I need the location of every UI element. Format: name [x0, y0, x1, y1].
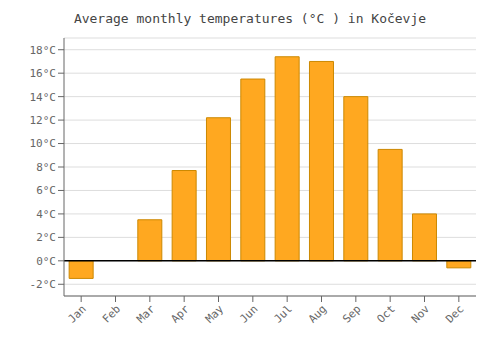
svg-text:0°C: 0°C [36, 255, 56, 268]
svg-text:Nov: Nov [409, 302, 433, 326]
svg-text:Aug: Aug [306, 302, 329, 325]
svg-text:6°C: 6°C [36, 184, 56, 197]
svg-text:4°C: 4°C [36, 208, 56, 221]
svg-text:10°C: 10°C [30, 137, 57, 150]
svg-text:18°C: 18°C [30, 44, 57, 57]
svg-text:May: May [203, 302, 227, 326]
svg-text:-2°C: -2°C [30, 278, 57, 291]
svg-text:Feb: Feb [100, 302, 123, 325]
svg-text:12°C: 12°C [30, 114, 57, 127]
svg-text:Dec: Dec [443, 302, 466, 325]
svg-text:Jul: Jul [272, 302, 295, 325]
svg-text:Jan: Jan [66, 302, 89, 325]
svg-text:8°C: 8°C [36, 161, 56, 174]
html-text:Average monthly temperatures (: Average monthly temperatures (°C ) in Ko… [73, 11, 427, 26]
svg-text:Apr: Apr [169, 302, 193, 326]
svg-text:Jun: Jun [237, 302, 260, 325]
svg-text:Oct: Oct [375, 302, 398, 325]
svg-text:14°C: 14°C [30, 91, 57, 104]
svg-text:Mar: Mar [134, 302, 158, 326]
svg-text:16°C: 16°C [30, 67, 57, 80]
svg-text:2°C: 2°C [36, 231, 56, 244]
svg-text:Sep: Sep [340, 302, 363, 325]
